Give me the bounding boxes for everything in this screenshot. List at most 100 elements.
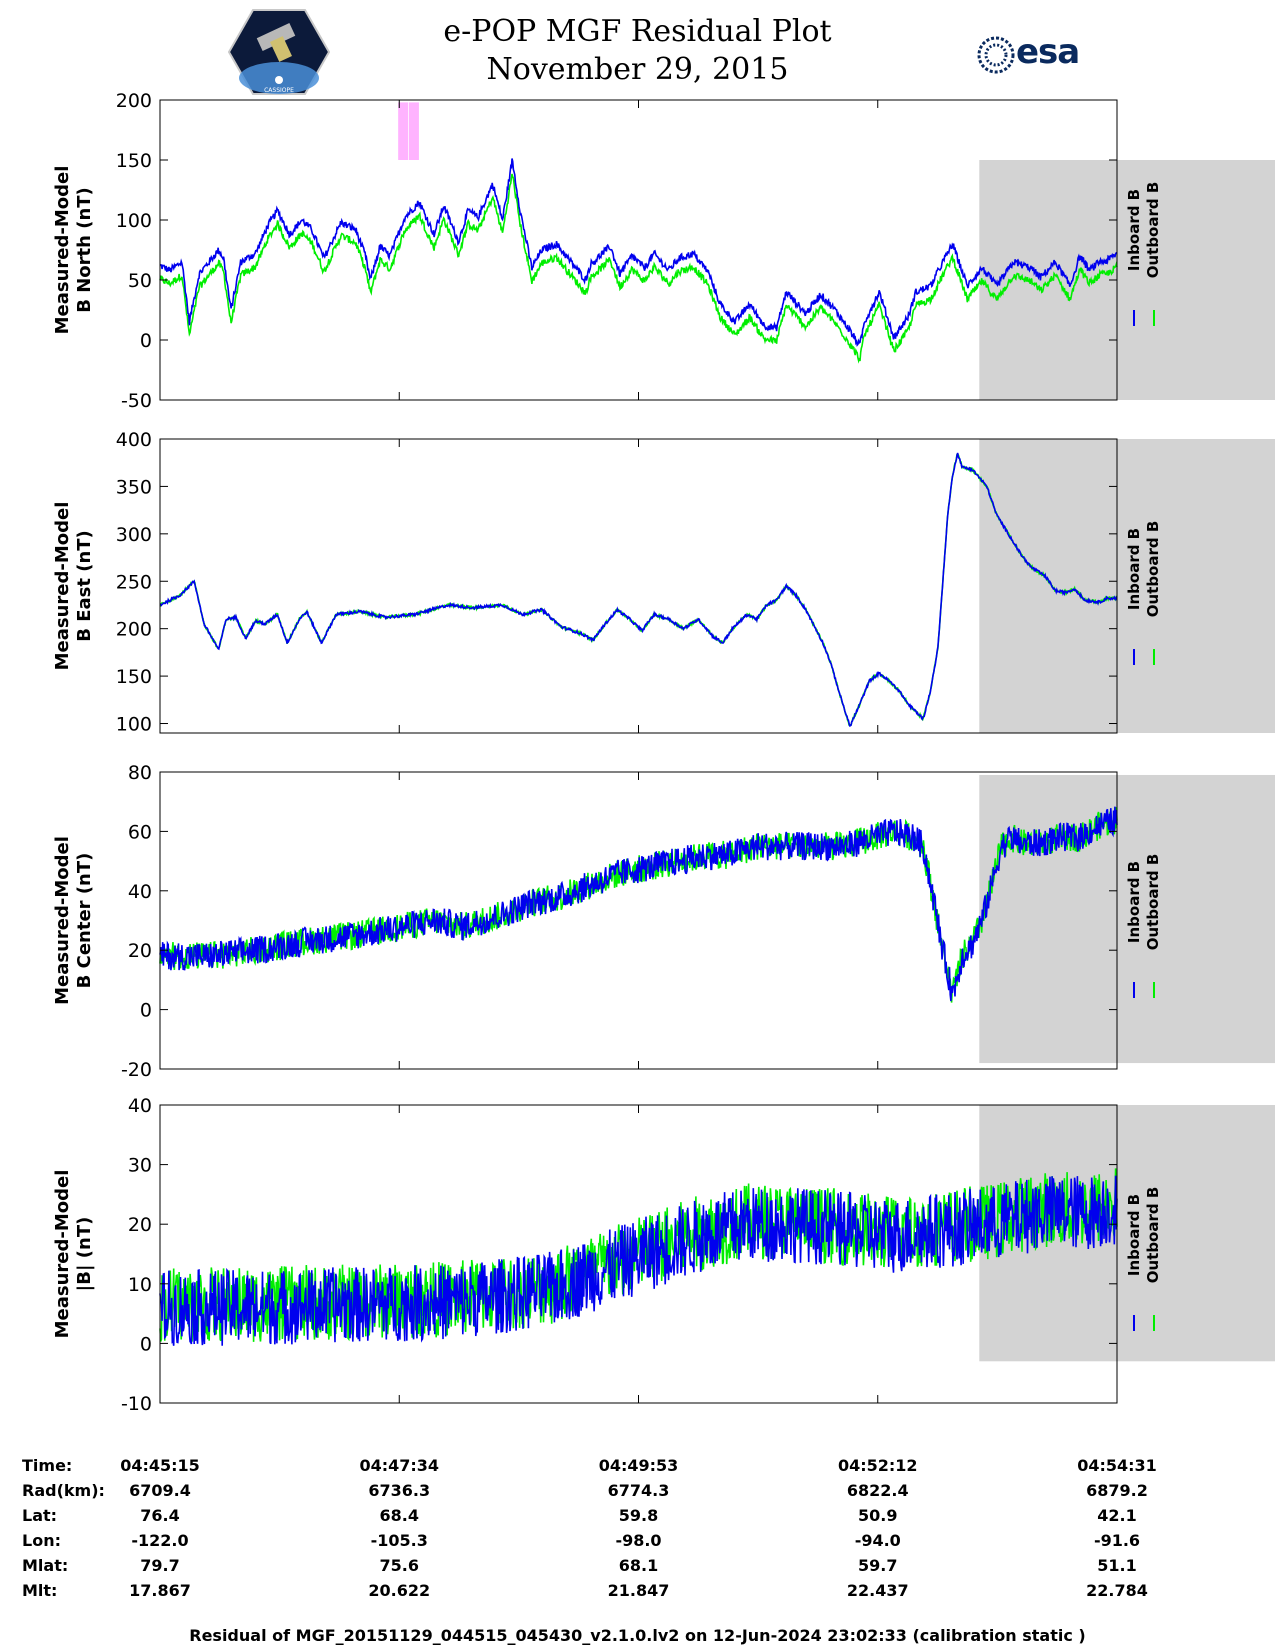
info-value: 04:54:31 — [1077, 1456, 1157, 1475]
info-value: 04:45:15 — [120, 1456, 200, 1475]
plot-title: e-POP MGF Residual Plot — [443, 14, 832, 49]
info-value: 79.7 — [140, 1556, 180, 1575]
cassiope-logo-text: CASSIOPE — [264, 87, 294, 94]
info-value: -91.6 — [1093, 1531, 1141, 1550]
info-value: 17.867 — [129, 1581, 191, 1600]
esa-logo-mark — [977, 36, 1015, 74]
y-tick-label: 60 — [128, 821, 152, 843]
legend-outboard: Outboard B — [1144, 521, 1162, 618]
inboard-series — [159, 452, 1118, 727]
y-axis-label: Measured-ModelB Center (nT) — [52, 836, 95, 1005]
y-tick-label: 100 — [116, 210, 152, 232]
y-tick-label: 30 — [128, 1155, 152, 1177]
legend-inboard: Inboard B — [1125, 1194, 1143, 1276]
y-tick-label: 50 — [128, 270, 152, 292]
y-tick-label: 150 — [116, 150, 152, 172]
info-value: 22.784 — [1086, 1581, 1148, 1600]
panel-1: 200 150 100 50 0 -50 Measured-ModelB North (nT… — [52, 90, 1275, 412]
info-value: 6822.4 — [846, 1481, 909, 1500]
legend-outboard: Outboard B — [1144, 854, 1162, 951]
info-value: -105.3 — [370, 1531, 428, 1550]
y-tick-label: 150 — [116, 666, 152, 688]
y-tick-label: 20 — [128, 940, 152, 962]
legend-inboard: Inboard B — [1125, 528, 1143, 610]
info-value: 6774.3 — [607, 1481, 670, 1500]
event-marker — [408, 102, 419, 160]
legend-outboard: Outboard B — [1144, 182, 1162, 279]
info-value: 04:47:34 — [359, 1456, 440, 1475]
info-value: 6736.3 — [368, 1481, 431, 1500]
shaded-interval — [979, 774, 1275, 1064]
inboard-series — [159, 806, 1118, 1002]
y-tick-label: -10 — [121, 1393, 152, 1415]
info-label: Lat: — [22, 1506, 58, 1525]
y-axis-label: Measured-ModelB East (nT) — [52, 502, 95, 671]
legend-inboard: Inboard B — [1125, 189, 1143, 271]
info-label: Lon: — [22, 1531, 61, 1550]
y-tick-label: 400 — [116, 429, 152, 451]
y-tick-label: 0 — [140, 1333, 152, 1355]
panel-2: 400 350 300 250 200 150 100 Measured-ModelB Eas… — [52, 429, 1275, 736]
y-tick-label: 350 — [116, 476, 152, 498]
info-label: Rad(km): — [22, 1481, 105, 1500]
y-tick-label: 0 — [140, 1000, 152, 1022]
info-label: Mlat: — [22, 1556, 69, 1575]
info-value: 04:52:12 — [837, 1456, 918, 1475]
y-tick-label: 80 — [128, 762, 152, 784]
plot-date: November 29, 2015 — [486, 52, 789, 87]
info-label: Mlt: — [22, 1581, 58, 1600]
info-value: 75.6 — [379, 1556, 419, 1575]
y-tick-label: -50 — [121, 390, 152, 412]
info-value: 22.437 — [846, 1581, 909, 1600]
info-value: 76.4 — [140, 1506, 180, 1525]
inboard-series — [159, 158, 1118, 347]
info-value: 68.1 — [618, 1556, 659, 1575]
legend-outboard: Outboard B — [1144, 1187, 1162, 1284]
esa-logo-text: esa — [1016, 32, 1080, 72]
y-axis-label: Measured-ModelB North (nT) — [52, 166, 95, 335]
y-tick-label: -20 — [121, 1059, 152, 1081]
info-value: -94.0 — [854, 1531, 901, 1550]
info-value: 51.1 — [1097, 1556, 1137, 1575]
panel-4: 40 30 20 10 0 -10 Measured-Model|B| (nT) Inboar… — [52, 1095, 1275, 1415]
info-value: 20.622 — [368, 1581, 431, 1600]
outboard-series — [159, 807, 1118, 1003]
shaded-interval — [979, 439, 1275, 733]
info-value: -122.0 — [131, 1531, 189, 1550]
footer-caption: Residual of MGF_20151129_044515_045430_v… — [189, 1626, 1086, 1645]
legend: Inboard BOutboard B — [1125, 854, 1162, 951]
legend-inboard: Inboard B — [1125, 861, 1143, 943]
info-label: Time: — [22, 1456, 73, 1475]
y-tick-label: 300 — [116, 524, 152, 546]
info-value: 50.9 — [858, 1506, 898, 1525]
y-tick-label: 200 — [116, 90, 152, 112]
info-value: 21.847 — [607, 1581, 670, 1600]
y-tick-label: 250 — [116, 571, 152, 593]
y-axis-label: Measured-Model|B| (nT) — [52, 1170, 95, 1339]
outboard-series — [159, 173, 1118, 364]
axes-frame — [159, 99, 1118, 401]
legend: Inboard BOutboard B — [1125, 1187, 1162, 1284]
y-tick-label: 20 — [128, 1214, 152, 1236]
info-value: 68.4 — [379, 1506, 419, 1525]
inboard-series — [159, 1175, 1118, 1346]
info-value: 59.7 — [858, 1556, 898, 1575]
info-value: 42.1 — [1097, 1506, 1137, 1525]
info-value: -98.0 — [615, 1531, 662, 1550]
legend: Inboard BOutboard B — [1125, 182, 1162, 279]
y-tick-label: 40 — [128, 1095, 152, 1117]
y-tick-label: 100 — [116, 714, 152, 736]
outboard-series — [159, 453, 1118, 727]
y-tick-label: 10 — [128, 1274, 152, 1296]
y-tick-label: 40 — [128, 881, 152, 903]
cassiope-logo: CASSIOPE — [228, 9, 330, 95]
event-marker — [398, 102, 409, 160]
info-value: 6709.4 — [129, 1481, 191, 1500]
y-tick-label: 200 — [116, 619, 152, 641]
info-value: 59.8 — [618, 1506, 659, 1525]
legend: Inboard BOutboard B — [1125, 521, 1162, 618]
axes-frame — [159, 438, 1118, 734]
panel-3: 80 60 40 20 0 -20 Measured-ModelB Center (nT) I… — [52, 762, 1275, 1081]
info-value: 04:49:53 — [598, 1456, 679, 1475]
